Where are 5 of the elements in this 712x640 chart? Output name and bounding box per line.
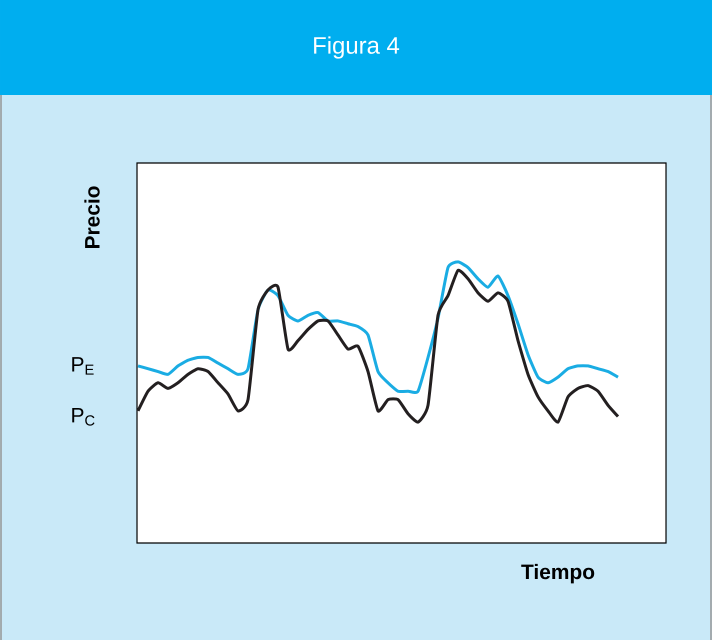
chart-title: Figura 4 (314, 36, 400, 59)
text: P$_{E}$ (72, 357, 94, 375)
text: P$_{C}$ (72, 408, 94, 426)
x-axis-title: Tiempo (521, 564, 594, 584)
y-axis-title: Precio (84, 186, 100, 248)
